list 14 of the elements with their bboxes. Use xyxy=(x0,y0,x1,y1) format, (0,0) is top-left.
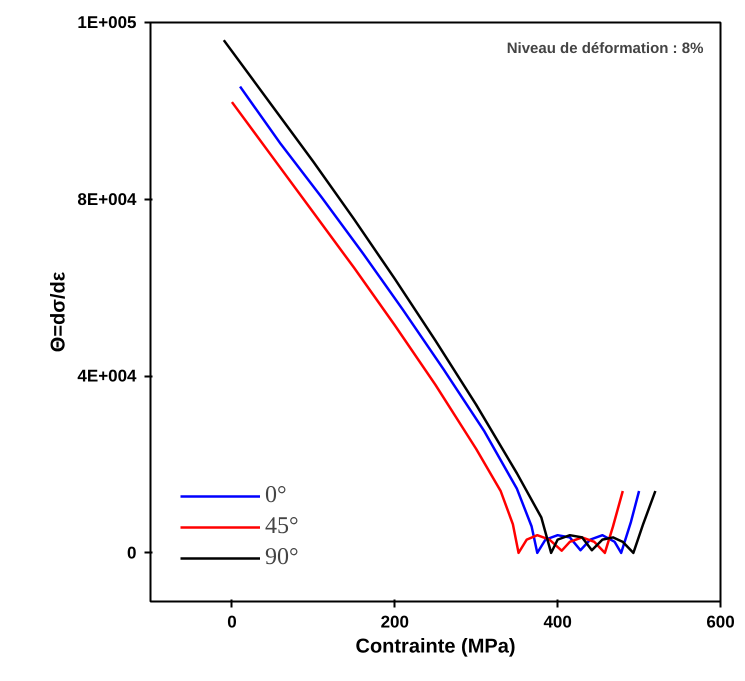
annotation: Niveau de déformation : 8% xyxy=(506,40,704,58)
y-tick-label: 0 xyxy=(127,543,137,562)
y-tick-label: 8E+004 xyxy=(77,190,138,209)
y-tick-label: 4E+004 xyxy=(77,366,138,386)
legend-label: 45° xyxy=(265,513,299,540)
x-axis-title: Contrainte (MPa) xyxy=(356,636,516,658)
x-tick-label: 600 xyxy=(706,612,735,632)
y-axis-title: Θ=dσ/dε xyxy=(47,271,70,352)
legend-label: 90° xyxy=(265,544,299,571)
x-tick-label: 0 xyxy=(227,612,237,632)
x-tick-label: 400 xyxy=(543,612,572,632)
legend-label: 0° xyxy=(265,482,287,509)
y-tick-label: 1E+005 xyxy=(77,13,137,32)
x-tick-label: 200 xyxy=(380,612,409,632)
